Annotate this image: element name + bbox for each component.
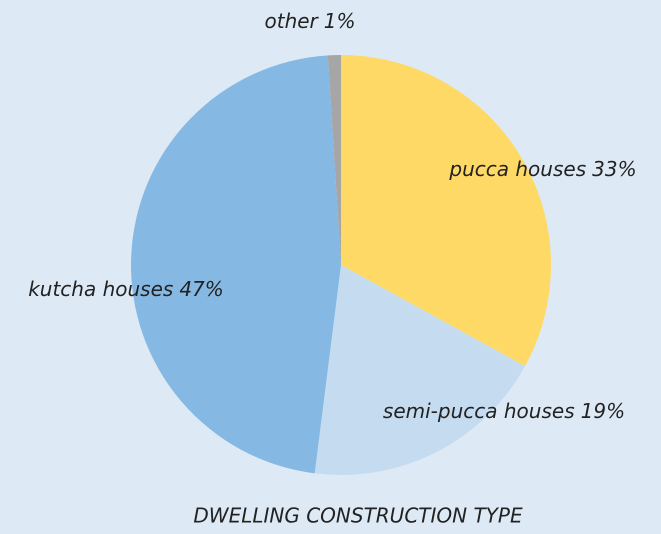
category-label: semi-pucca houses	[383, 399, 575, 423]
value-label: 47%	[179, 277, 223, 301]
value-label: 19%	[581, 399, 625, 423]
value-label: 1%	[324, 9, 356, 33]
pie-slice	[131, 55, 341, 474]
category-label: pucca houses	[448, 157, 586, 181]
slice-label: other 1%	[264, 9, 355, 33]
value-label: 33%	[592, 157, 636, 181]
category-label: kutcha houses	[28, 277, 173, 301]
slice-label: semi-pucca houses 19%	[383, 399, 625, 423]
slice-label: kutcha houses 47%	[28, 277, 224, 301]
slice-label: pucca houses 33%	[448, 157, 636, 181]
pie-slice	[314, 265, 526, 476]
pie-slice	[327, 55, 341, 265]
chart-title: DWELLING CONSTRUCTION TYPE	[193, 504, 523, 528]
category-label: other	[264, 9, 319, 33]
pie-slice	[341, 55, 552, 367]
